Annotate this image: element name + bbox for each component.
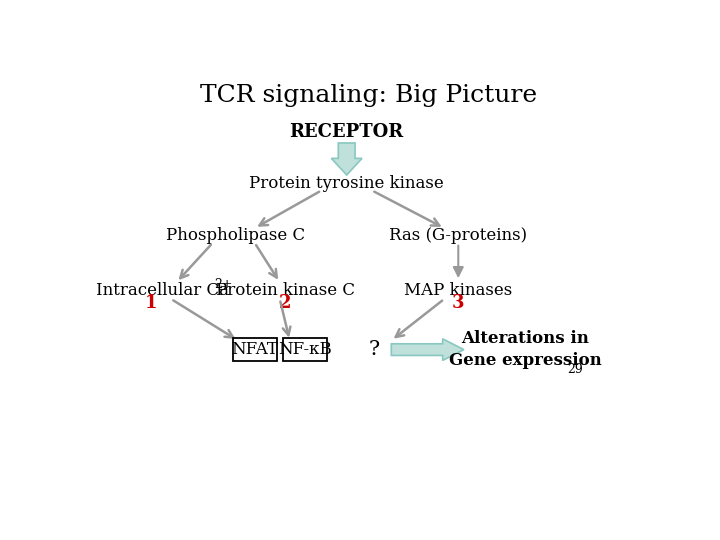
FancyBboxPatch shape	[283, 339, 327, 361]
FancyBboxPatch shape	[233, 339, 276, 361]
FancyArrow shape	[331, 143, 362, 175]
Text: ?: ?	[369, 340, 380, 359]
Text: 29: 29	[567, 363, 582, 376]
Text: NFAT: NFAT	[231, 341, 278, 358]
Text: 2+: 2+	[214, 278, 233, 291]
FancyArrow shape	[392, 339, 464, 360]
Text: 2: 2	[279, 294, 292, 313]
Text: MAP kinases: MAP kinases	[404, 282, 513, 299]
Text: Phospholipase C: Phospholipase C	[166, 227, 305, 244]
Text: Ras (G-proteins): Ras (G-proteins)	[390, 227, 527, 244]
Text: Protein tyrosine kinase: Protein tyrosine kinase	[249, 175, 444, 192]
Text: NF-κB: NF-κB	[278, 341, 332, 358]
Text: 3: 3	[452, 294, 464, 313]
Text: TCR signaling: Big Picture: TCR signaling: Big Picture	[200, 84, 538, 106]
Text: RECEPTOR: RECEPTOR	[289, 123, 404, 141]
Text: Alterations in
Gene expression: Alterations in Gene expression	[449, 330, 602, 369]
Text: Intracellular Ca: Intracellular Ca	[96, 282, 229, 299]
Text: 1: 1	[145, 294, 158, 313]
Text: Protein kinase C: Protein kinase C	[216, 282, 355, 299]
